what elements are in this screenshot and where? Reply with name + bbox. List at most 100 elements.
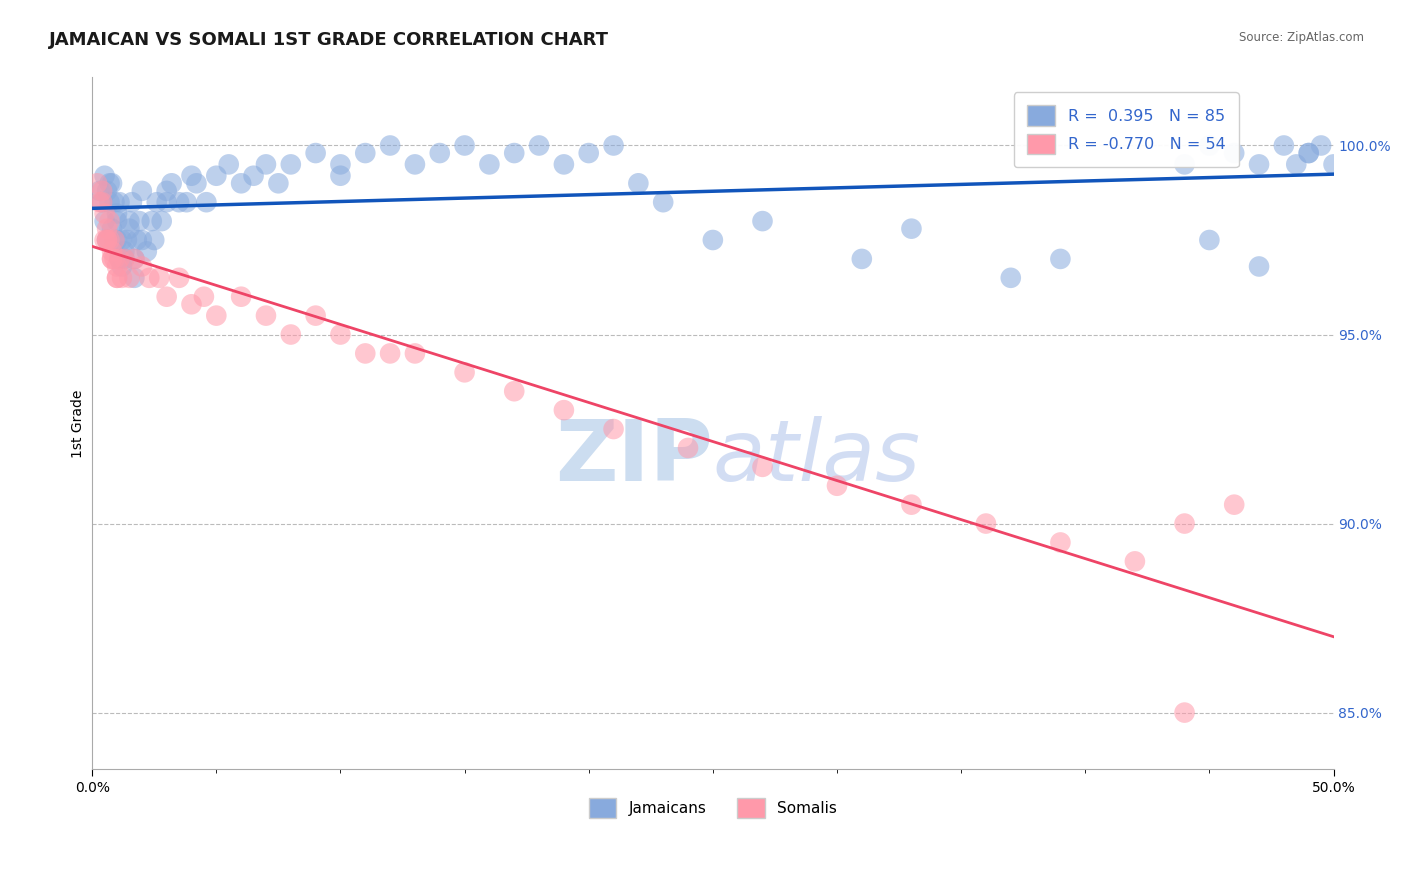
- Point: [329, 157, 352, 171]
- Point: [96, 233, 118, 247]
- Point: [105, 260, 128, 274]
- Point: [93, 169, 115, 183]
- Point: [128, 214, 150, 228]
- Point: [254, 157, 277, 171]
- Point: [101, 244, 124, 259]
- Point: [702, 233, 724, 247]
- Point: [751, 214, 773, 228]
- Point: [1247, 260, 1270, 274]
- Point: [103, 233, 125, 247]
- Y-axis label: 1st Grade: 1st Grade: [72, 389, 86, 458]
- Point: [1000, 270, 1022, 285]
- Point: [150, 214, 173, 228]
- Point: [254, 309, 277, 323]
- Point: [1298, 146, 1320, 161]
- Point: [1298, 146, 1320, 161]
- Text: Source: ZipAtlas.com: Source: ZipAtlas.com: [1239, 31, 1364, 45]
- Point: [676, 441, 699, 455]
- Point: [329, 169, 352, 183]
- Text: JAMAICAN VS SOMALI 1ST GRADE CORRELATION CHART: JAMAICAN VS SOMALI 1ST GRADE CORRELATION…: [49, 31, 609, 49]
- Point: [1247, 157, 1270, 171]
- Point: [105, 233, 128, 247]
- Point: [91, 195, 114, 210]
- Point: [527, 138, 550, 153]
- Point: [148, 270, 170, 285]
- Text: atlas: atlas: [713, 417, 921, 500]
- Point: [160, 176, 183, 190]
- Point: [627, 176, 650, 190]
- Point: [231, 290, 253, 304]
- Point: [118, 214, 141, 228]
- Point: [378, 138, 401, 153]
- Point: [304, 146, 326, 161]
- Point: [176, 195, 198, 210]
- Point: [98, 195, 121, 210]
- Point: [329, 327, 352, 342]
- Point: [1322, 157, 1344, 171]
- Point: [205, 169, 228, 183]
- Point: [180, 297, 202, 311]
- Point: [1173, 157, 1195, 171]
- Point: [101, 221, 124, 235]
- Point: [378, 346, 401, 360]
- Point: [602, 422, 624, 436]
- Point: [141, 214, 163, 228]
- Point: [193, 290, 215, 304]
- Point: [114, 252, 136, 266]
- Point: [98, 233, 121, 247]
- Point: [354, 346, 377, 360]
- Point: [111, 233, 134, 247]
- Legend: Jamaicans, Somalis: Jamaicans, Somalis: [583, 792, 842, 824]
- Point: [280, 157, 302, 171]
- Point: [98, 214, 121, 228]
- Point: [602, 138, 624, 153]
- Point: [167, 270, 190, 285]
- Point: [503, 146, 526, 161]
- Point: [1223, 498, 1246, 512]
- Point: [101, 252, 124, 266]
- Point: [1310, 138, 1333, 153]
- Point: [111, 260, 134, 274]
- Point: [131, 260, 153, 274]
- Point: [1223, 146, 1246, 161]
- Point: [111, 270, 134, 285]
- Point: [118, 270, 141, 285]
- Point: [89, 184, 111, 198]
- Point: [503, 384, 526, 399]
- Point: [652, 195, 675, 210]
- Point: [218, 157, 240, 171]
- Text: ZIP: ZIP: [555, 417, 713, 500]
- Point: [125, 233, 148, 247]
- Point: [103, 195, 125, 210]
- Point: [91, 184, 114, 198]
- Point: [180, 169, 202, 183]
- Point: [267, 176, 290, 190]
- Point: [156, 184, 179, 198]
- Point: [851, 252, 873, 266]
- Point: [108, 252, 131, 266]
- Point: [578, 146, 600, 161]
- Point: [429, 146, 451, 161]
- Point: [974, 516, 997, 531]
- Point: [1173, 516, 1195, 531]
- Point: [96, 233, 118, 247]
- Point: [103, 252, 125, 266]
- Point: [195, 195, 218, 210]
- Point: [156, 290, 179, 304]
- Point: [1272, 138, 1295, 153]
- Point: [93, 206, 115, 220]
- Point: [404, 346, 426, 360]
- Point: [453, 138, 475, 153]
- Point: [115, 233, 138, 247]
- Point: [1123, 554, 1146, 568]
- Point: [96, 233, 118, 247]
- Point: [131, 233, 153, 247]
- Point: [280, 327, 302, 342]
- Point: [96, 221, 118, 235]
- Point: [1173, 706, 1195, 720]
- Point: [131, 184, 153, 198]
- Point: [143, 233, 166, 247]
- Point: [101, 252, 124, 266]
- Point: [186, 176, 208, 190]
- Point: [553, 157, 575, 171]
